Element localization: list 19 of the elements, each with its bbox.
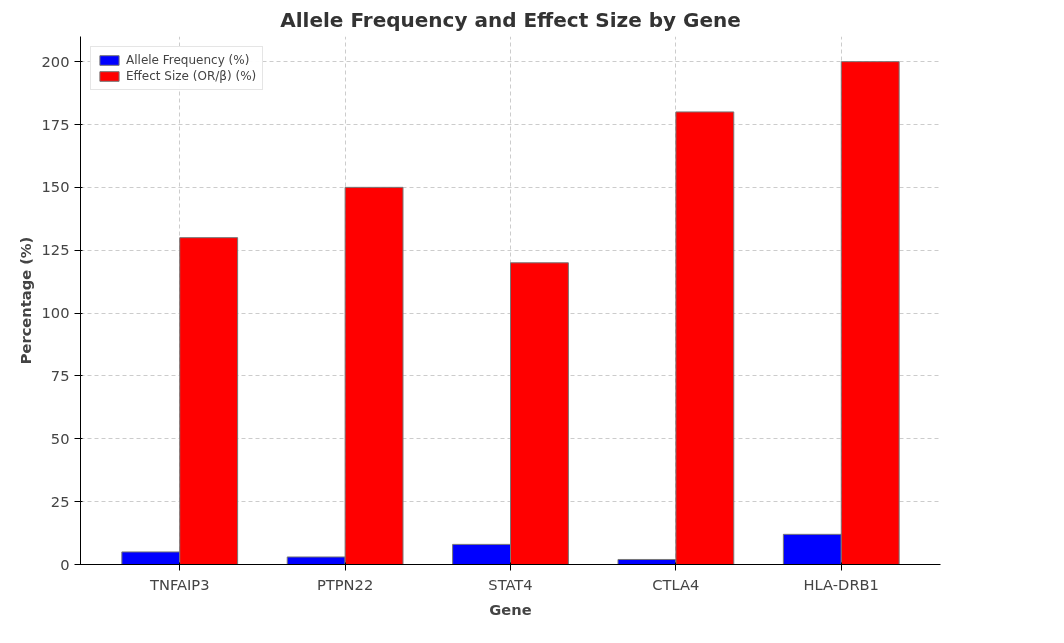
x-tick-label: HLA-DRB1 — [803, 575, 879, 593]
y-tick-label: 125 — [41, 241, 70, 259]
chart-title: Allele Frequency and Effect Size by Gene — [280, 7, 741, 32]
y-tick-label: 75 — [50, 366, 70, 384]
y-tick-label: 50 — [50, 429, 70, 447]
y-tick-label: 200 — [41, 52, 70, 70]
y-tick-label: 175 — [41, 115, 70, 133]
y-tick-label: 150 — [41, 178, 70, 196]
x-tick-label: PTPN22 — [316, 575, 374, 593]
y-axis-title: Percentage (%) — [16, 236, 34, 365]
x-tick-label: STAT4 — [488, 575, 533, 593]
x-axis-title: Gene — [489, 600, 532, 618]
x-tick-label: CTLA4 — [652, 575, 700, 593]
legend-label: Allele Frequency (%) — [126, 53, 250, 67]
y-tick-label: 100 — [41, 304, 70, 322]
x-tick-label: TNFAIP3 — [148, 575, 210, 593]
y-tick-label: 0 — [60, 555, 70, 573]
legend-label: Effect Size (OR/β) (%) — [126, 69, 257, 83]
y-tick-label: 25 — [50, 492, 70, 510]
